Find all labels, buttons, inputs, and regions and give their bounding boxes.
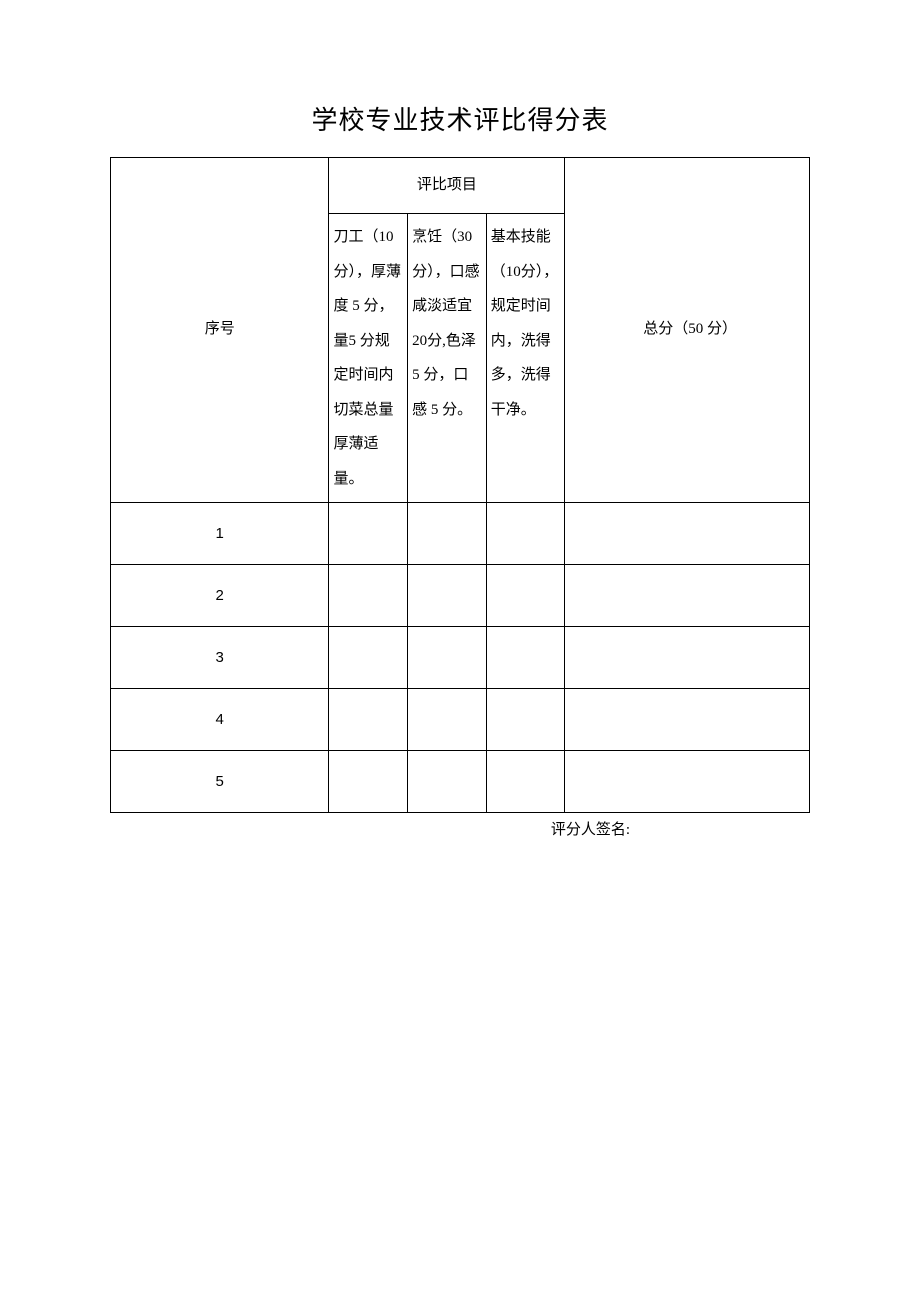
header-seq: 序号	[111, 158, 329, 503]
cell-c1	[329, 503, 408, 565]
cell-c3	[486, 565, 565, 627]
header-criteria-2: 烹饪（30 分），口感咸淡适宜 20分,色泽 5 分，口感 5 分。	[408, 214, 487, 503]
table-row: 3	[111, 627, 810, 689]
cell-seq: 1	[111, 503, 329, 565]
cell-c2	[408, 503, 487, 565]
cell-c3	[486, 751, 565, 813]
cell-total	[565, 565, 810, 627]
header-criteria-group: 评比项目	[329, 158, 565, 214]
cell-c2	[408, 751, 487, 813]
page-title: 学校专业技术评比得分表	[110, 100, 810, 137]
cell-c1	[329, 565, 408, 627]
table-row: 2	[111, 565, 810, 627]
cell-total	[565, 503, 810, 565]
cell-c2	[408, 689, 487, 751]
cell-seq: 4	[111, 689, 329, 751]
cell-total	[565, 627, 810, 689]
score-table: 序号 评比项目 总分（50 分） 刀工（10 分），厚薄度 5 分，量5 分规定…	[110, 157, 810, 813]
cell-seq: 2	[111, 565, 329, 627]
cell-seq: 3	[111, 627, 329, 689]
cell-c2	[408, 565, 487, 627]
cell-c3	[486, 627, 565, 689]
cell-c3	[486, 503, 565, 565]
table-row: 4	[111, 689, 810, 751]
cell-c1	[329, 689, 408, 751]
footer-signature: 评分人签名:	[110, 817, 810, 844]
cell-c2	[408, 627, 487, 689]
header-total: 总分（50 分）	[565, 158, 810, 503]
table-header-row-1: 序号 评比项目 总分（50 分）	[111, 158, 810, 214]
header-criteria-1: 刀工（10 分），厚薄度 5 分，量5 分规定时间内切菜总量厚薄适量。	[329, 214, 408, 503]
cell-c1	[329, 751, 408, 813]
table-row: 5	[111, 751, 810, 813]
cell-total	[565, 689, 810, 751]
cell-c3	[486, 689, 565, 751]
header-criteria-3: 基本技能（10分），规定时间内，洗得多，洗得干净。	[486, 214, 565, 503]
cell-total	[565, 751, 810, 813]
cell-seq: 5	[111, 751, 329, 813]
cell-c1	[329, 627, 408, 689]
table-row: 1	[111, 503, 810, 565]
